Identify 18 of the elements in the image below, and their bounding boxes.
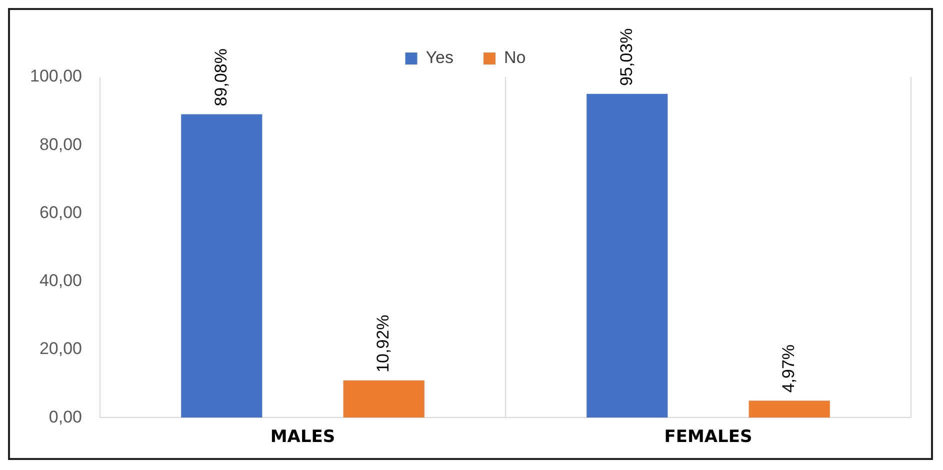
data-label: 89,08% (211, 48, 230, 106)
data-label: 10,92% (374, 314, 393, 372)
bar (586, 94, 668, 418)
y-tick-label: 60,00 (39, 202, 82, 222)
y-tick-label: 100,00 (30, 66, 82, 86)
data-label: 95,03% (616, 28, 636, 86)
bar (343, 380, 424, 418)
data-label: 4,97% (779, 344, 798, 393)
x-tick-label: FEMALES (664, 427, 752, 448)
bar (748, 400, 830, 418)
legend-label: Yes (426, 48, 454, 68)
x-tick-label: MALES (270, 427, 336, 448)
bar (181, 114, 262, 418)
y-tick-label: 40,00 (39, 271, 82, 290)
y-tick-label: 80,00 (39, 134, 82, 154)
legend-label: No (504, 48, 526, 68)
y-tick-label: 0,00 (48, 407, 82, 426)
y-tick-label: 20,00 (39, 339, 82, 358)
